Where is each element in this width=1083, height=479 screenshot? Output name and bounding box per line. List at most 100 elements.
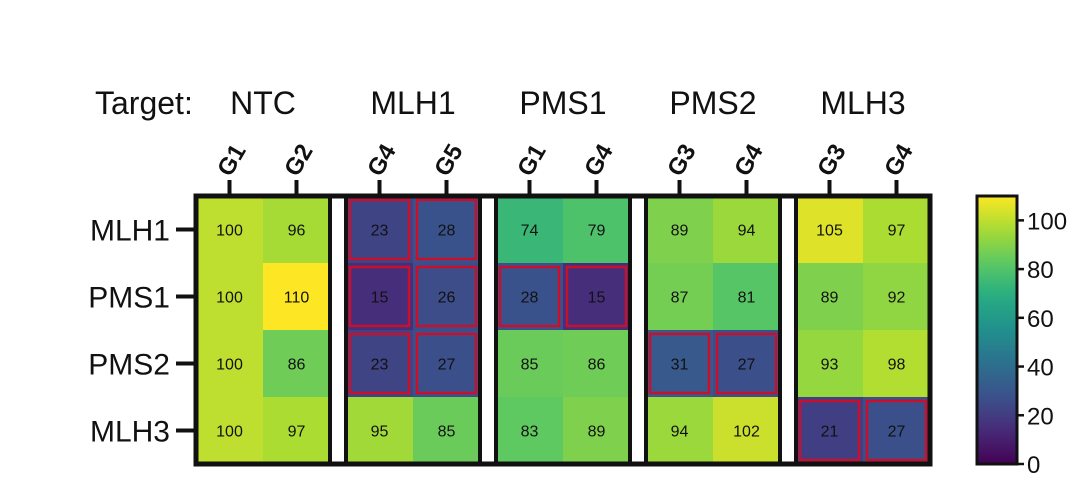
cell-value-label: 89 bbox=[821, 290, 839, 307]
heatmap-cell bbox=[196, 263, 263, 330]
heatmap-cell bbox=[713, 196, 780, 263]
heatmap-cell bbox=[863, 397, 930, 464]
cell-value-label: 97 bbox=[888, 223, 906, 240]
cell-value-label: 31 bbox=[671, 357, 689, 374]
cell-value-label: 27 bbox=[888, 424, 906, 441]
cell-value-label: 28 bbox=[521, 290, 539, 307]
row-labels: MLH1 PMS1 PMS2 MLH3 bbox=[88, 215, 196, 449]
group-labels: NTC MLH1 PMS1 PMS2 MLH3 bbox=[230, 85, 906, 121]
guide-label: G4 bbox=[879, 139, 919, 181]
heatmap-cell bbox=[863, 330, 930, 397]
heatmap-cell bbox=[196, 196, 263, 263]
heatmap-cell bbox=[646, 397, 713, 464]
heatmap-cell bbox=[263, 196, 330, 263]
cell-value-label: 89 bbox=[671, 223, 689, 240]
cell-value-label: 86 bbox=[288, 357, 306, 374]
heatmap-cell bbox=[346, 330, 413, 397]
heatmap-cell bbox=[713, 330, 780, 397]
heatmap-cell bbox=[796, 196, 863, 263]
cell-value-label: 92 bbox=[888, 290, 906, 307]
heatmap-cell bbox=[263, 397, 330, 464]
cell-value-label: 28 bbox=[438, 223, 456, 240]
outer-frame bbox=[193, 193, 933, 467]
heatmap-cell bbox=[796, 263, 863, 330]
guide-label: G1 bbox=[212, 140, 251, 181]
heatmap-cell bbox=[496, 263, 563, 330]
heatmap-cell bbox=[413, 330, 480, 397]
guide-label: G1 bbox=[512, 140, 551, 181]
cell-value-label: 15 bbox=[371, 290, 389, 307]
guide-label: G4 bbox=[579, 139, 619, 181]
heatmap-cell bbox=[496, 330, 563, 397]
heatmap-cell bbox=[496, 196, 563, 263]
cell-value-label: 95 bbox=[371, 424, 389, 441]
heatmap-cell bbox=[646, 330, 713, 397]
heatmap-cell bbox=[496, 397, 563, 464]
cell-value-label: 96 bbox=[288, 223, 306, 240]
heatmap-cell bbox=[713, 397, 780, 464]
colorbar-tick-label: 40 bbox=[1027, 355, 1054, 382]
cell-value-label: 100 bbox=[216, 223, 243, 240]
target-name-label: PMS1 bbox=[519, 85, 606, 121]
colorbar-tick-label: 80 bbox=[1027, 257, 1054, 284]
cell-value-label: 85 bbox=[521, 357, 539, 374]
heatmap-cell bbox=[196, 397, 263, 464]
cell-value-label: 87 bbox=[671, 290, 689, 307]
highlight-box bbox=[498, 265, 561, 328]
highlight-box bbox=[415, 332, 478, 395]
guide-label: G3 bbox=[662, 140, 701, 181]
cell-value-label: 94 bbox=[671, 424, 689, 441]
cell-value-label: 97 bbox=[288, 424, 306, 441]
colorbar-gradient bbox=[975, 194, 1019, 466]
heatmap-cell bbox=[196, 330, 263, 397]
cell-value-label: 15 bbox=[588, 290, 606, 307]
highlight-box bbox=[798, 399, 861, 462]
heatmap-cell bbox=[796, 330, 863, 397]
colorbar: 0 20 40 60 80 100 bbox=[975, 194, 1067, 479]
target-name-label: PMS2 bbox=[669, 85, 756, 121]
heatmap-cell bbox=[346, 397, 413, 464]
cell-value-label: 100 bbox=[216, 357, 243, 374]
cell-value-label: 86 bbox=[588, 357, 606, 374]
highlight-box bbox=[415, 198, 478, 261]
cell-value-label: 102 bbox=[733, 424, 760, 441]
cell-value-label: 21 bbox=[821, 424, 839, 441]
cell-value-label: 23 bbox=[371, 357, 389, 374]
guide-label: G5 bbox=[429, 140, 468, 181]
colorbar-tick-label: 100 bbox=[1027, 208, 1067, 235]
heatmap-cells: 100 100 100 100 96 110 86 97 23 15 23 95 28 26 27 85 74 2… bbox=[196, 196, 930, 464]
heatmap-cell bbox=[263, 263, 330, 330]
cell-value-label: 23 bbox=[371, 223, 389, 240]
cell-value-label: 81 bbox=[738, 290, 756, 307]
highlight-box bbox=[715, 332, 778, 395]
heatmap-cell bbox=[713, 263, 780, 330]
guide-label: G3 bbox=[812, 140, 851, 181]
target-name-label: MLH3 bbox=[820, 85, 905, 121]
cell-value-label: 79 bbox=[588, 223, 606, 240]
row-label: MLH3 bbox=[90, 416, 170, 449]
guide-label: G4 bbox=[729, 139, 769, 181]
heatmap-cell bbox=[263, 330, 330, 397]
cell-value-label: 27 bbox=[738, 357, 756, 374]
heatmap-cell bbox=[796, 397, 863, 464]
highlight-box bbox=[348, 265, 411, 328]
cell-value-label: 89 bbox=[588, 424, 606, 441]
heatmap-cell bbox=[646, 263, 713, 330]
cell-value-label: 105 bbox=[816, 223, 843, 240]
row-label: MLH1 bbox=[90, 215, 170, 248]
heatmap-cell bbox=[413, 397, 480, 464]
highlight-box bbox=[348, 198, 411, 261]
heatmap-cell bbox=[563, 196, 630, 263]
heatmap-cell bbox=[863, 263, 930, 330]
panel-frames bbox=[193, 193, 933, 467]
target-label: Target: bbox=[95, 85, 193, 121]
cell-value-label: 98 bbox=[888, 357, 906, 374]
target-name-label: NTC bbox=[230, 85, 296, 121]
heatmap-cell bbox=[346, 263, 413, 330]
heatmap-cell bbox=[863, 196, 930, 263]
colorbar-tick-label: 20 bbox=[1027, 403, 1054, 430]
cell-value-label: 110 bbox=[284, 290, 310, 307]
cell-value-label: 94 bbox=[738, 223, 756, 240]
highlight-box bbox=[648, 332, 711, 395]
